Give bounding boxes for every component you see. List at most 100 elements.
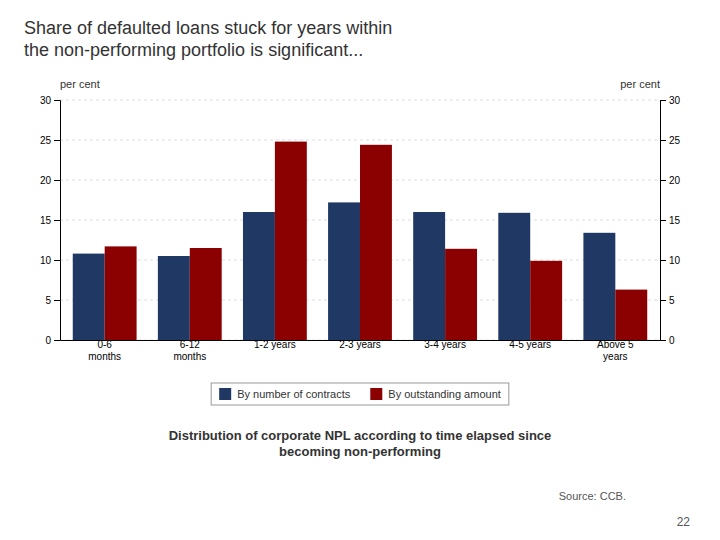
tick-label: 30 <box>669 95 681 106</box>
tick: 25 <box>40 135 60 146</box>
tick: 4-5 years <box>509 339 551 350</box>
tick-label: 10 <box>669 255 681 266</box>
tick-mark <box>54 180 60 181</box>
tick-label: 4-5 years <box>509 339 551 350</box>
tick-label: 5 <box>669 295 675 306</box>
legend-label: By outstanding amount <box>388 388 501 400</box>
text-line: months <box>88 351 121 362</box>
tick-mark <box>54 140 60 141</box>
text-line: the non-performing portfolio is signific… <box>24 40 363 60</box>
bar <box>530 261 562 340</box>
tick-mark <box>54 260 60 261</box>
legend-item: By number of contracts <box>219 388 351 400</box>
y2-axis: 0 5 10 15 20 25 30 <box>660 95 681 346</box>
tick: 25 <box>660 135 681 146</box>
tick-mark <box>660 140 666 141</box>
series <box>73 202 616 340</box>
text-line: becoming non-performing <box>279 444 441 459</box>
tick: 20 <box>40 175 60 186</box>
tick-mark <box>54 340 60 341</box>
tick: 2-3 years <box>339 339 381 350</box>
bar <box>190 248 222 340</box>
y-axis: 0 5 10 15 20 25 30 <box>40 95 61 346</box>
tick-label: 25 <box>40 135 52 146</box>
tick-label: 5 <box>45 295 51 306</box>
tick-mark <box>660 100 666 101</box>
tick: Above 5years <box>597 339 634 362</box>
tick-label: 1-2 years <box>254 339 296 350</box>
text-line: Distribution of corporate NPL according … <box>169 428 552 443</box>
text-line: 4-5 years <box>509 339 551 350</box>
y-axis-label: per cent <box>60 78 100 90</box>
bar <box>105 246 137 340</box>
bar <box>328 202 360 340</box>
bar <box>243 212 275 340</box>
tick: 15 <box>40 215 60 226</box>
bar <box>275 142 307 340</box>
tick-label: 6-12months <box>173 339 206 362</box>
legend-swatch <box>219 388 231 400</box>
tick-mark <box>660 220 666 221</box>
text-line: months <box>173 351 206 362</box>
series <box>105 142 648 340</box>
tick-label: 3-4 years <box>424 339 466 350</box>
tick-label: 10 <box>40 255 52 266</box>
axis-line <box>661 101 667 341</box>
tick: 3-4 years <box>424 339 466 350</box>
plot: 0510152025300510152025300-6months6-12mon… <box>40 78 681 362</box>
tick: 0 <box>45 335 60 346</box>
bar <box>360 145 392 340</box>
source: Source: CCB. <box>559 490 626 502</box>
axis-line <box>54 101 61 341</box>
tick-mark <box>54 220 60 221</box>
bar <box>73 254 105 340</box>
tick-label: 20 <box>40 175 52 186</box>
bar <box>158 256 190 340</box>
tick: 10 <box>40 255 60 266</box>
bar <box>583 233 615 340</box>
tick: 10 <box>660 255 681 266</box>
tick-label: 0 <box>45 335 51 346</box>
text-line: years <box>603 351 627 362</box>
tick-label: 15 <box>669 215 681 226</box>
legend-label: By number of contracts <box>237 388 351 400</box>
tick-label: Above 5years <box>597 339 634 362</box>
tick-label: 0-6months <box>88 339 121 362</box>
subtitle: Distribution of corporate NPL according … <box>169 428 552 459</box>
text-line: 2-3 years <box>339 339 381 350</box>
tick: 30 <box>40 95 60 106</box>
grid <box>60 100 660 340</box>
tick-mark <box>54 300 60 301</box>
tick-label: 0 <box>669 335 675 346</box>
tick-label: 2-3 years <box>339 339 381 350</box>
tick-label: 20 <box>669 175 681 186</box>
legend: By number of contracts By outstanding amo… <box>211 383 509 405</box>
text-line: 6-12 <box>180 339 200 350</box>
x-axis: 0-6months6-12months1-2 years2-3 years3-4… <box>61 339 661 362</box>
bar <box>413 212 445 340</box>
text-line: Above 5 <box>597 339 634 350</box>
bars <box>73 142 647 340</box>
tick-label: 25 <box>669 135 681 146</box>
text-line: 3-4 years <box>424 339 466 350</box>
title: Share of defaulted loans stuck for years… <box>24 18 392 60</box>
page-number: 22 <box>677 515 691 529</box>
tick-label: 30 <box>40 95 52 106</box>
tick: 5 <box>45 295 60 306</box>
y2-axis-label: per cent <box>620 78 660 90</box>
tick-mark <box>660 260 666 261</box>
bar <box>615 290 647 340</box>
tick: 20 <box>660 175 681 186</box>
tick-mark <box>54 100 60 101</box>
tick: 30 <box>660 95 681 106</box>
tick: 0-6months <box>88 339 121 362</box>
legend-swatch <box>370 388 382 400</box>
tick: 1-2 years <box>254 339 296 350</box>
tick: 6-12months <box>173 339 206 362</box>
tick: 5 <box>660 295 675 306</box>
bar <box>498 213 530 340</box>
text-line: 0-6 <box>97 339 112 350</box>
tick-mark <box>660 340 666 341</box>
legend-item: By outstanding amount <box>370 388 501 400</box>
tick-label: 15 <box>40 215 52 226</box>
